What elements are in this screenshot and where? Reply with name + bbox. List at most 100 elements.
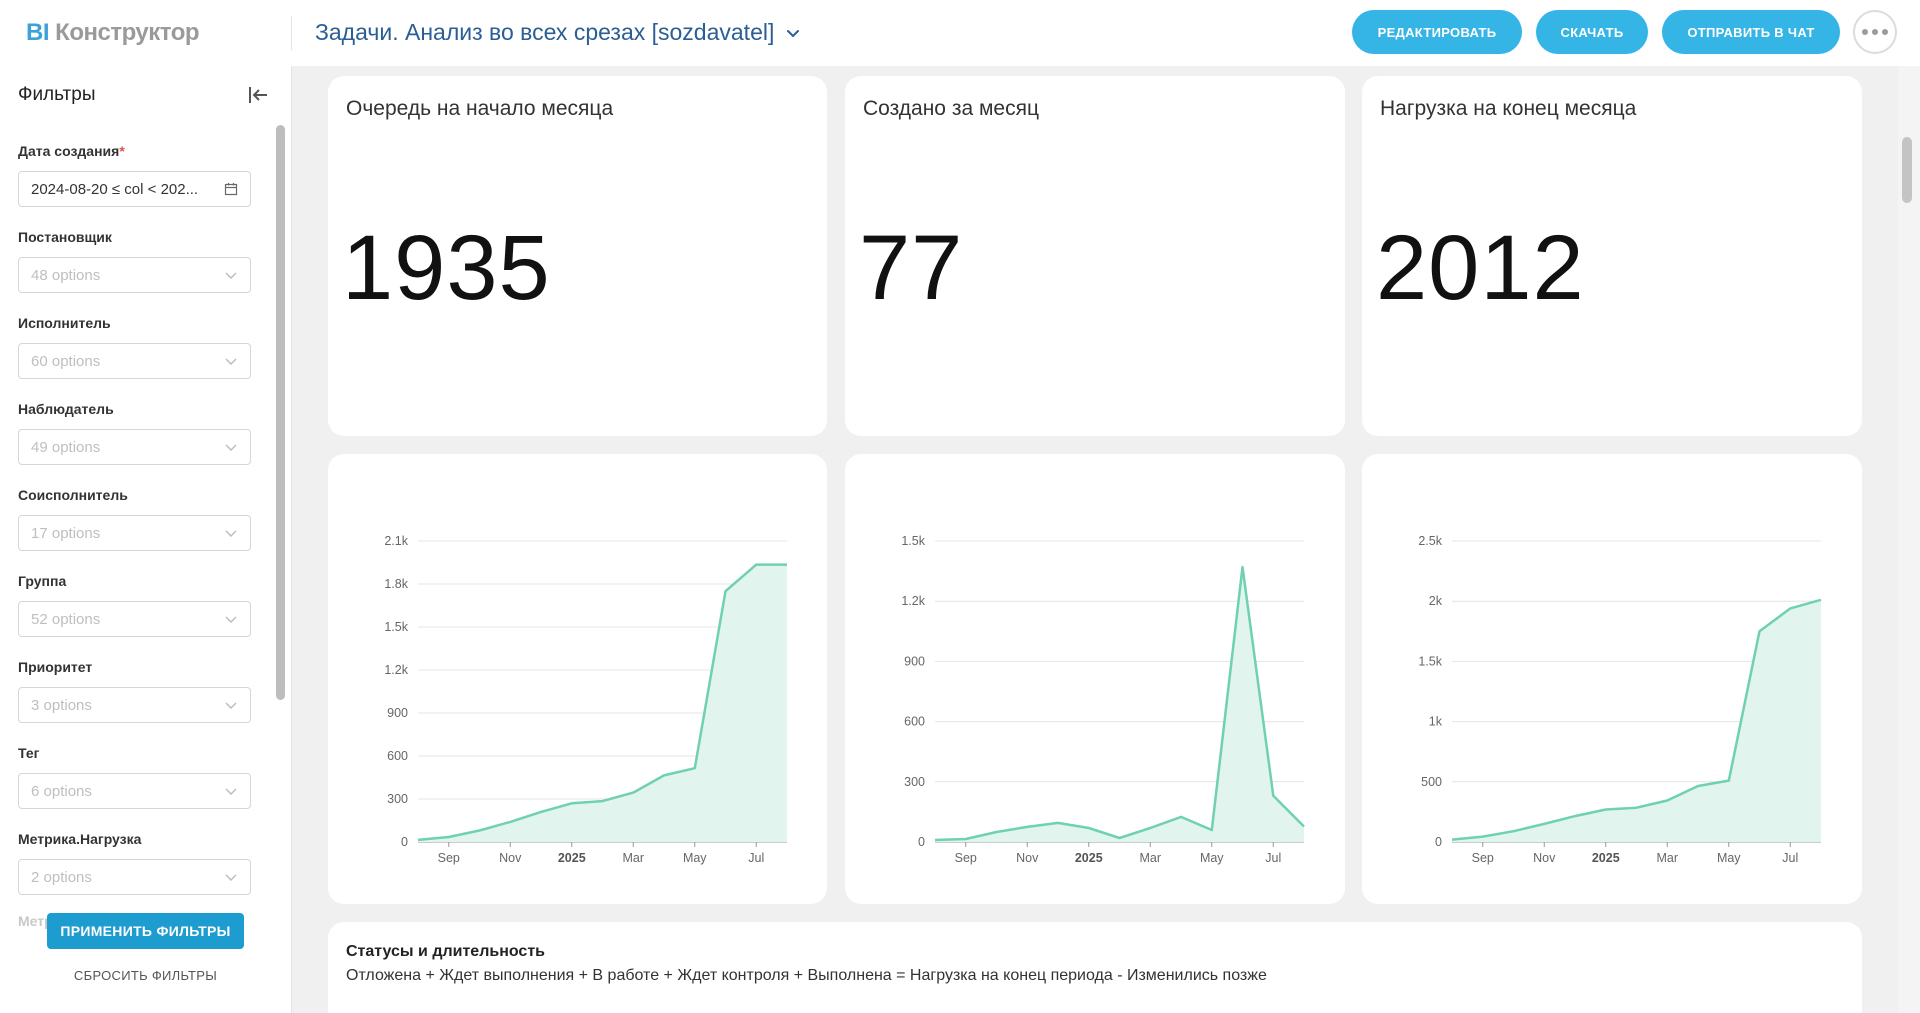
header-divider [291,16,292,50]
calendar-icon [224,183,238,196]
chart-card-queue: 0 300 600 900 1.2k 1.5k 1.8k 2.1k Sep Nov 2025 Mar M… [328,454,827,904]
status-duration-card: Статусы и длительность Отложена + Ждет в… [328,922,1862,1013]
more-dot-icon [1872,29,1878,35]
more-options-button[interactable] [1853,10,1897,54]
chart-card-load: 0 500 1k 1.5k 2k 2.5k Sep Nov 2025 Mar May Jul [1362,454,1862,904]
chevron-down-icon [225,788,237,795]
series-area [1452,599,1821,842]
x-tick-label: Jul [748,851,764,865]
select-placeholder: 52 options [31,610,101,628]
tag-select[interactable]: 6 options [18,773,251,809]
y-tick-label: 900 [387,706,408,720]
coassignee-select[interactable]: 17 options [18,515,251,551]
filter-label-priority: Приоритет [18,659,93,675]
priority-select[interactable]: 3 options [18,687,251,723]
x-tick-label: Jul [1265,851,1281,865]
y-tick-label: 1.5k [1418,654,1442,668]
filter-label-group: Группа [18,573,67,589]
author-select[interactable]: 48 options [18,257,251,293]
group-select[interactable]: 52 options [18,601,251,637]
series-area [418,564,787,842]
chevron-down-icon [225,702,237,709]
series-line [417,563,787,842]
x-tick-label: May [683,851,707,865]
select-placeholder: 49 options [31,438,101,456]
series-area [935,567,1304,842]
chart-card-created: 0 300 600 900 1.2k 1.5k Sep Nov 2025 Mar May Jul [845,454,1345,904]
apply-filters-button[interactable]: ПРИМЕНИТЬ ФИЛЬТРЫ [47,913,244,949]
filter-label-assignee: Исполнитель [18,315,111,331]
required-marker: * [119,143,125,159]
y-tick-label: 2.1k [384,534,408,548]
kpi-card-created: Создано за месяц 77 [845,76,1345,436]
x-tick-label: May [1200,851,1224,865]
select-placeholder: 48 options [31,266,101,284]
y-tick-label: 300 [904,775,925,789]
observer-select[interactable]: 49 options [18,429,251,465]
filter-label-tag: Тег [18,745,40,761]
y-tick-label: 1.5k [901,534,925,548]
y-tick-label: 1.2k [901,594,925,608]
filter-label-created-date: Дата создания* [18,143,125,159]
edit-button[interactable]: РЕДАКТИРОВАТЬ [1352,10,1522,54]
reset-filters-button[interactable]: СБРОСИТЬ ФИЛЬТРЫ [73,967,218,983]
filter-label-coassignee: Соисполнитель [18,487,128,503]
select-placeholder: 60 options [31,352,101,370]
y-tick-label: 500 [1421,775,1442,789]
y-tick-label: 1.5k [384,620,408,634]
area-chart-created: 0 300 600 900 1.2k 1.5k Sep Nov 2025 Mar May Jul [901,534,1305,865]
top-bar: BI Конструктор Задачи. Анализ во всех ср… [0,0,1920,66]
more-dot-icon [1882,29,1888,35]
send-to-chat-button[interactable]: ОТПРАВИТЬ В ЧАТ [1662,10,1840,54]
logo-text: Конструктор [55,19,200,46]
download-button[interactable]: СКАЧАТЬ [1536,10,1648,54]
y-tick-label: 1.8k [384,577,408,591]
filters-sidebar: Фильтры Дата создания* 2024-08-20 ≤ col … [0,66,292,1013]
kpi-title: Нагрузка на конец месяца [1380,97,1637,120]
x-tick-label: Mar [1139,851,1161,865]
y-tick-label: 0 [1435,835,1442,849]
kpi-value: 2012 [1376,217,1585,319]
app-logo[interactable]: BI Конструктор [26,19,200,47]
assignee-select[interactable]: 60 options [18,343,251,379]
date-range-value: 2024-08-20 ≤ col < 202... [31,180,199,198]
y-tick-label: 0 [401,835,408,849]
series-line [1451,598,1822,841]
filters-title: Фильтры [18,84,96,105]
select-placeholder: 3 options [31,696,92,714]
x-tick-label: Sep [1472,851,1494,865]
collapse-sidebar-icon[interactable] [246,83,270,107]
kpi-value: 77 [859,217,964,319]
chevron-down-icon [225,874,237,881]
x-tick-label: May [1717,851,1741,865]
x-tick-label: Sep [955,851,977,865]
section-title: Статусы и длительность [346,943,545,960]
main-scrollbar-track [1898,66,1920,1013]
chevron-down-icon [225,616,237,623]
date-range-field[interactable]: 2024-08-20 ≤ col < 202... [18,171,251,207]
kpi-title: Очередь на начало месяца [346,97,614,120]
y-tick-label: 0 [918,835,925,849]
filter-label-metric-load: Метрика.Нагрузка [18,831,142,847]
y-tick-label: 600 [904,715,925,729]
x-tick-label: Nov [499,851,522,865]
y-tick-label: 1.2k [384,663,408,677]
y-tick-label: 1k [1429,715,1443,729]
main-scrollbar[interactable] [1902,137,1912,203]
dashboard-title-dropdown[interactable]: Задачи. Анализ во всех срезах [sozdavate… [315,19,800,46]
chevron-down-icon [225,530,237,537]
area-chart-load: 0 500 1k 1.5k 2k 2.5k Sep Nov 2025 Mar May Jul [1418,534,1822,865]
kpi-title: Создано за месяц [863,97,1039,120]
sidebar-scrollbar[interactable] [276,125,285,700]
x-tick-label: Mar [1656,851,1678,865]
x-tick-label: Mar [622,851,644,865]
metric-load-select[interactable]: 2 options [18,859,251,895]
chevron-down-icon [225,272,237,279]
kpi-card-queue-start: Очередь на начало месяца 1935 [328,76,827,436]
x-tick-label: 2025 [558,851,586,865]
more-dot-icon [1862,29,1868,35]
x-tick-label: Sep [438,851,460,865]
area-chart-queue: 0 300 600 900 1.2k 1.5k 1.8k 2.1k Sep Nov 2025 Mar M… [384,534,787,865]
kpi-card-load-end: Нагрузка на конец месяца 2012 [1362,76,1862,436]
x-tick-label: 2025 [1075,851,1103,865]
